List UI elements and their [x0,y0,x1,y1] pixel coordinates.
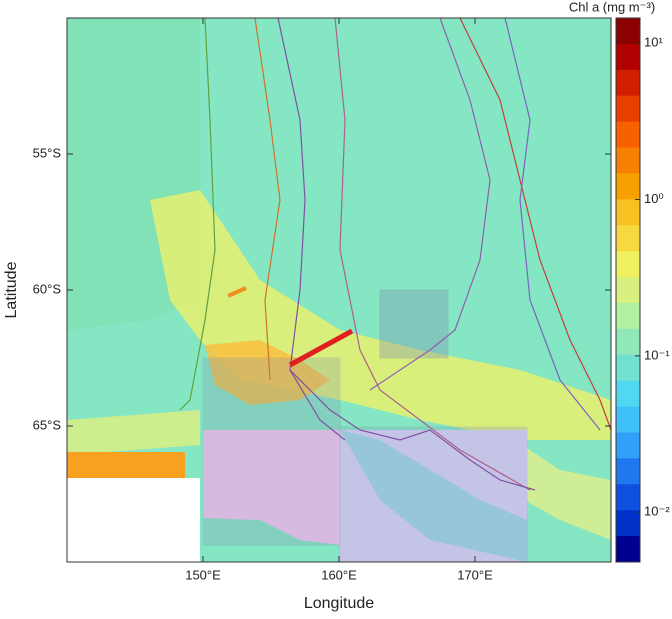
y-tick-label: 60°S [33,281,62,296]
colorbar-band [616,69,640,97]
colorbar-band [616,121,640,149]
colorbar-band [616,354,640,382]
colorbar-band [616,173,640,200]
y-tick-label: 65°S [33,417,62,432]
colorbar-frame [615,17,641,563]
colorbar-band [616,43,640,71]
colorbar-title: Chl a (mg m⁻³) [569,0,655,14]
y-tick-label: 55°S [33,145,62,160]
colorbar-band [616,510,640,537]
x-tick-label: 170°E [457,567,493,582]
colorbar-band [616,302,640,330]
colorbar-band [616,432,640,459]
colorbar-band [616,458,640,485]
colorbar-band [616,406,640,433]
colorbar-band [616,18,640,45]
colorbar-band [616,277,640,304]
colorbar-tick-label: 10⁻² [644,504,670,519]
x-axis-label: Longitude [304,595,374,612]
y-axis-label: Latitude [3,261,20,318]
colorbar-band [616,251,640,278]
colorbar-tick-label: 10¹ [644,35,663,50]
colorbar-band [616,536,640,563]
map-field [67,17,612,563]
x-tick-label: 160°E [321,567,357,582]
colorbar-band [616,484,640,511]
colorbar-band [616,95,640,123]
colorbar-band [616,147,640,174]
colorbar-band [616,199,640,226]
colorbar-band [616,380,640,408]
colorbar-band [616,328,640,356]
x-tick-label: 150°E [185,567,221,582]
colorbar-band [616,225,640,252]
colorbar-tick-label: 10⁻¹ [644,347,670,362]
colorbar-tick-label: 10⁰ [644,191,664,206]
